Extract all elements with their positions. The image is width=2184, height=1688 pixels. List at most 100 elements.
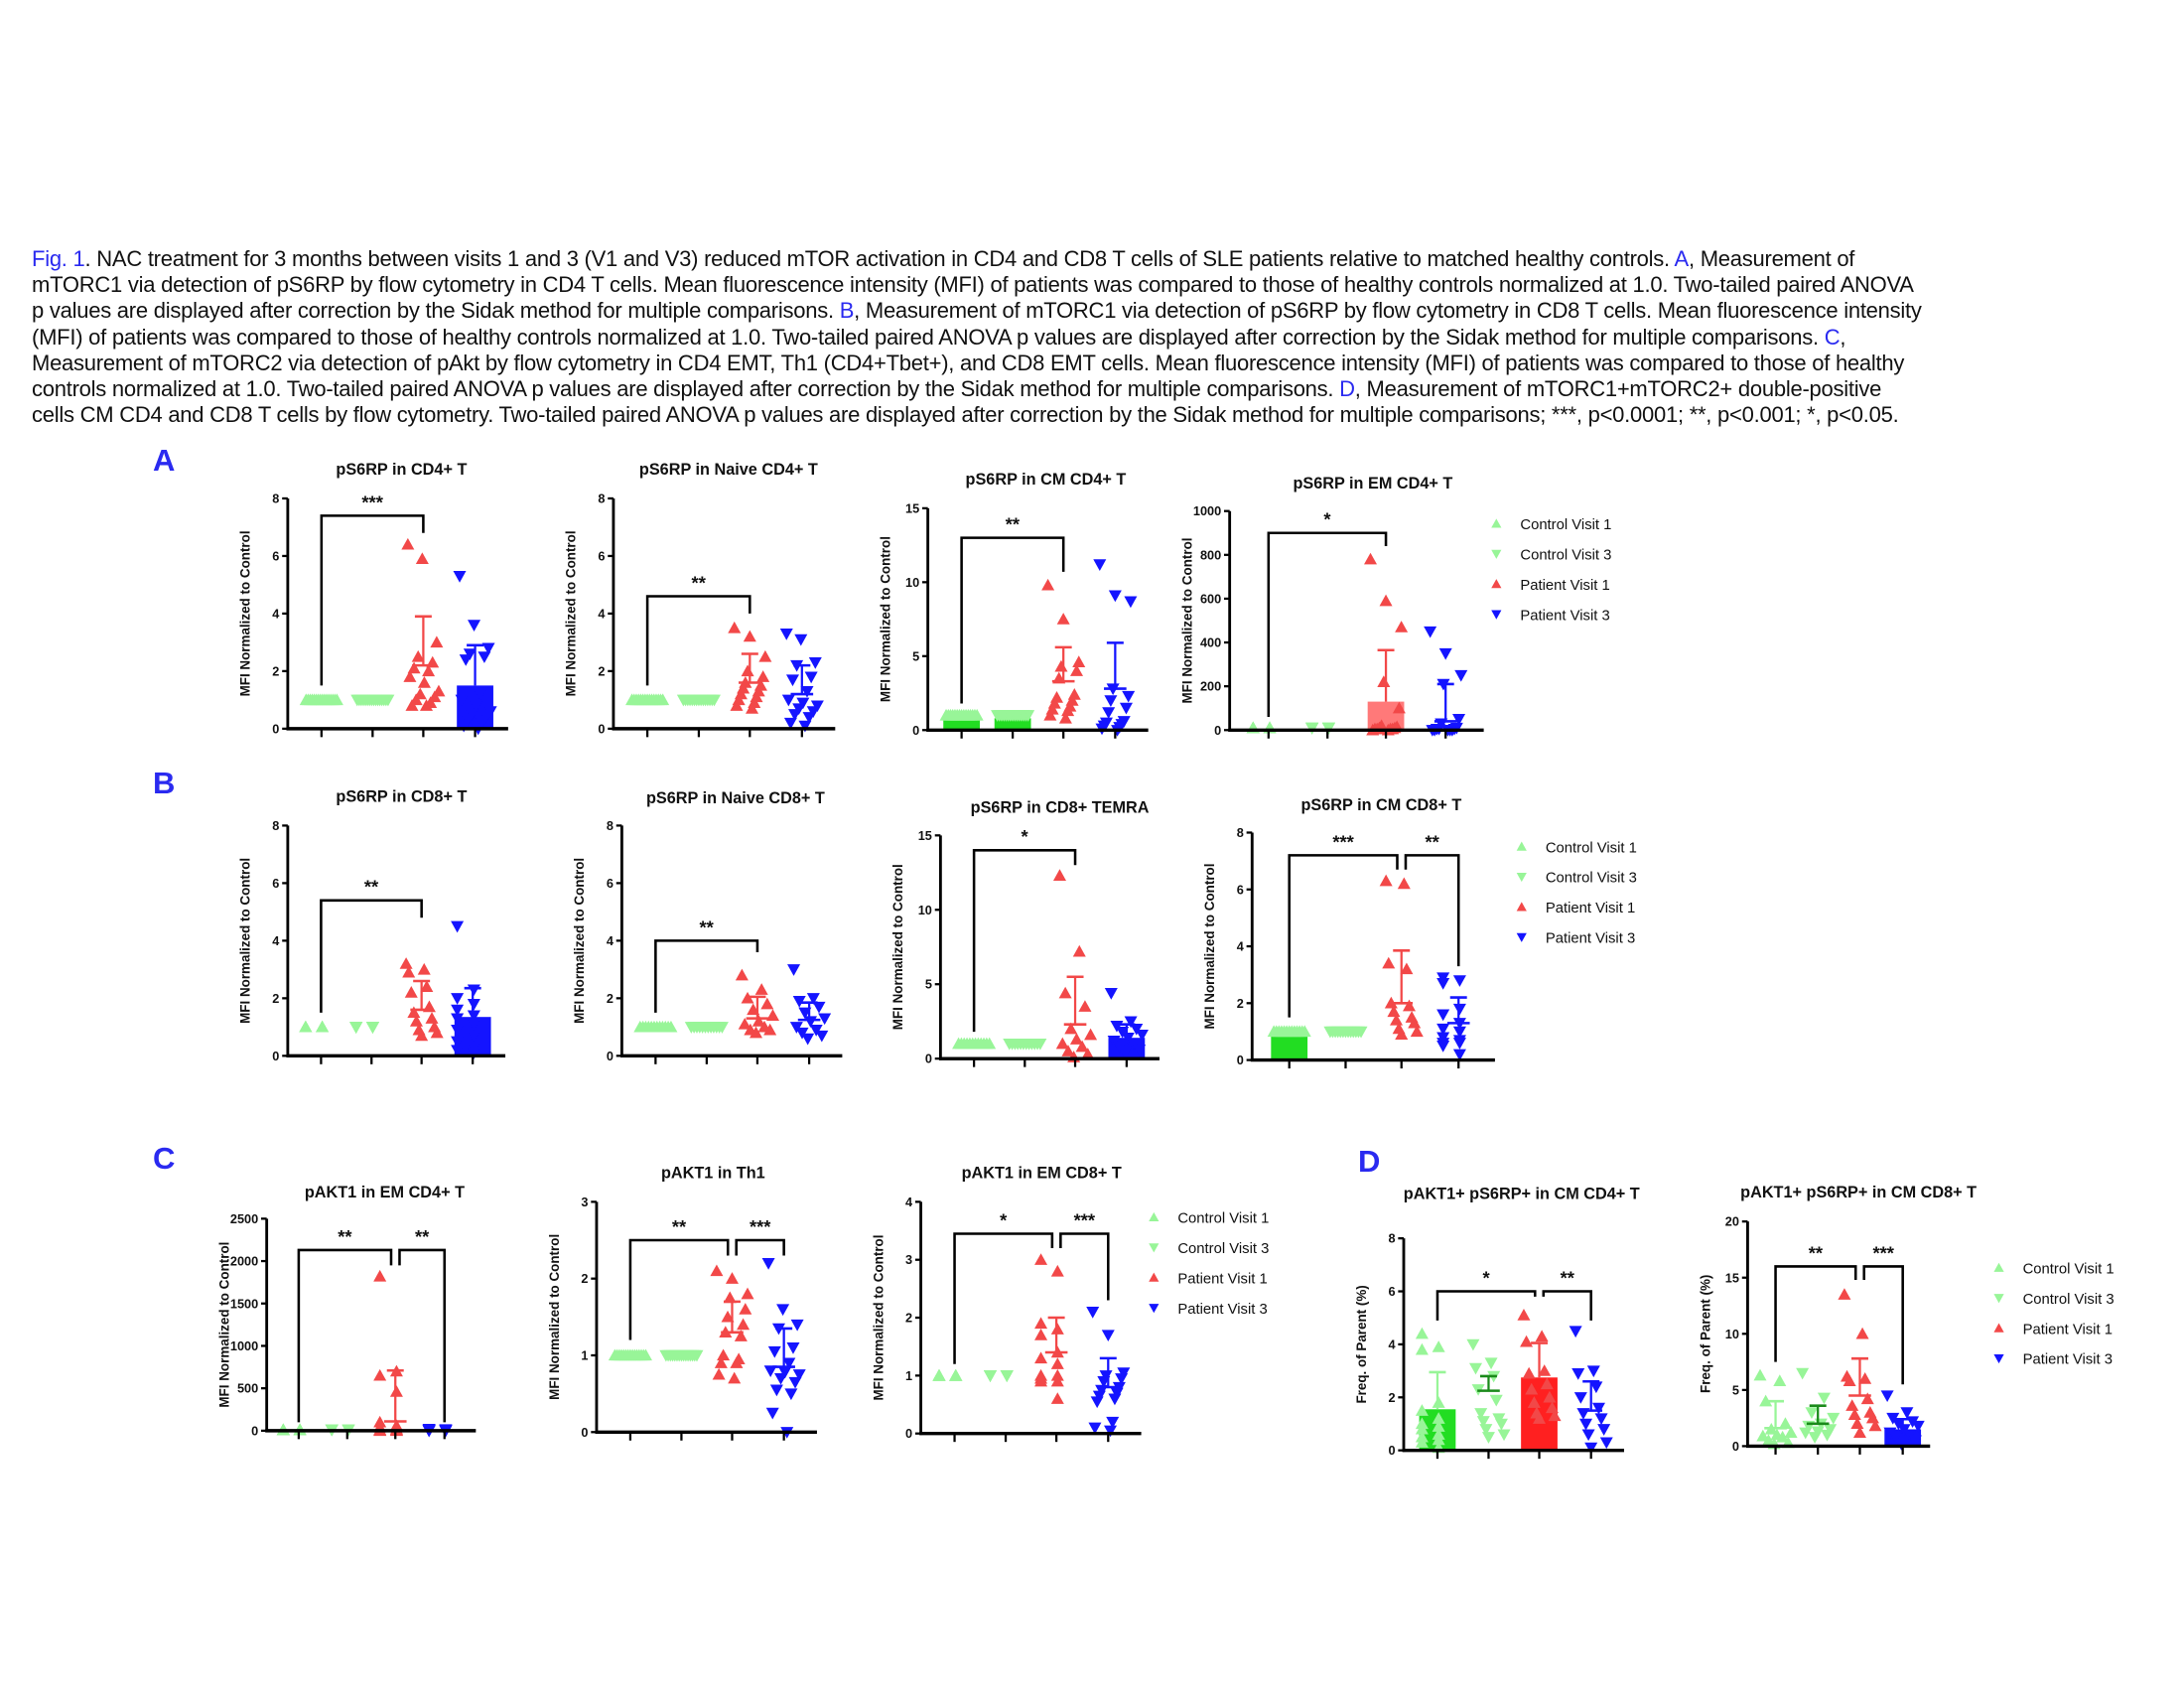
- caption-reference: B: [839, 298, 855, 324]
- y-axis-label: MFI Normalized to Control: [1202, 864, 1217, 1030]
- data-point: [1573, 1392, 1587, 1404]
- chart-title: pS6RP in EM CD4+ T: [1293, 475, 1452, 492]
- chart-6: pS6RP in Naive CD8+ T MFI Normalized to C…: [572, 789, 843, 1064]
- y-axis-label: MFI Normalized to Control: [572, 858, 587, 1024]
- data-point: [1469, 1362, 1483, 1375]
- significance-bracket: [1862, 1265, 1904, 1385]
- caption-text: ,: [1840, 324, 1846, 350]
- data-point: [980, 1037, 994, 1050]
- data-point: [468, 620, 481, 633]
- y-tick-label: 3: [905, 1252, 912, 1267]
- caption-reference: Fig. 1: [32, 246, 85, 271]
- data-point: [1058, 711, 1072, 724]
- data-point: [1827, 1412, 1841, 1425]
- legend-label: Control Visit 1: [1520, 517, 1611, 533]
- data-point: [1090, 1396, 1104, 1409]
- data-point: [1535, 1330, 1549, 1342]
- y-axis-label: MFI Normalized to Control: [1179, 537, 1194, 703]
- data-point: [1436, 1041, 1450, 1053]
- legend-marker-icon: [1149, 1304, 1160, 1314]
- y-tick-label: 2500: [230, 1211, 258, 1226]
- legend-marker-icon: [1993, 1294, 2004, 1304]
- data-point: [1104, 1425, 1118, 1438]
- data-point: [941, 708, 955, 721]
- data-point: [776, 1304, 790, 1317]
- y-tick-label: 10: [905, 575, 919, 590]
- significance-bracket: [398, 1248, 447, 1423]
- data-point: [763, 1023, 777, 1036]
- data-point: [1067, 688, 1081, 700]
- data-point: [754, 983, 768, 995]
- data-point: [1064, 1022, 1078, 1035]
- data-point: [1799, 1427, 1813, 1440]
- caption-line: Fig. 1. NAC treatment for 3 months betwe…: [32, 246, 2184, 272]
- data-point: [1054, 659, 1068, 672]
- chart-title: pS6RP in CD8+ T: [336, 787, 467, 805]
- legend-label: Control Visit 1: [1546, 840, 1637, 856]
- data-point: [647, 1020, 661, 1033]
- data-point: [1102, 707, 1116, 719]
- y-tick-label: 1: [581, 1348, 588, 1363]
- data-point: [1395, 621, 1409, 633]
- data-point: [349, 1022, 363, 1034]
- data-point: [694, 694, 708, 707]
- legend-marker-icon: [1149, 1211, 1160, 1222]
- data-point: [1454, 669, 1468, 682]
- data-point: [459, 654, 473, 666]
- data-point: [1581, 1429, 1595, 1442]
- data-point: [316, 1020, 330, 1033]
- y-tick-label: 0: [251, 1423, 258, 1438]
- data-point: [1354, 1026, 1368, 1039]
- chart-title: pAKT1+ pS6RP+ in CM CD4+ T: [1404, 1186, 1640, 1203]
- significance-bracket: [1267, 531, 1388, 718]
- data-point: [760, 997, 774, 1010]
- legend-marker-icon: [1491, 549, 1502, 559]
- data-point: [1043, 708, 1057, 721]
- data-point: [661, 1349, 675, 1362]
- data-point: [1860, 1392, 1874, 1405]
- data-point: [721, 1310, 735, 1323]
- data-point: [451, 993, 465, 1005]
- y-tick-label: 500: [237, 1381, 258, 1396]
- y-tick-label: 8: [272, 491, 279, 505]
- significance-bracket: [1404, 854, 1460, 967]
- data-point: [725, 1272, 739, 1284]
- data-point: [1122, 690, 1136, 703]
- data-point: [451, 1045, 465, 1057]
- caption-line: Measurement of mTORC2 via detection of p…: [32, 351, 2184, 376]
- data-point: [453, 571, 467, 583]
- significance-bracket: [645, 595, 751, 686]
- data-point: [787, 964, 801, 976]
- data-point: [481, 642, 495, 655]
- y-tick-label: 2: [607, 991, 614, 1006]
- significance-stars: *: [1022, 826, 1029, 847]
- significance-bracket: [735, 1238, 785, 1256]
- chart-12: pAKT1+ pS6RP+ in CM CD4+ T Freq. of Paren…: [1354, 1186, 1640, 1460]
- data-point: [417, 962, 431, 975]
- data-point: [1377, 675, 1391, 687]
- chart-4: pS6RP in EM CD4+ T MFI Normalized to Cont…: [1179, 475, 1611, 739]
- significance-bracket: [1435, 1290, 1537, 1321]
- data-point: [800, 685, 814, 698]
- y-axis-label: Freq. of Parent (%): [1354, 1285, 1369, 1403]
- data-point: [737, 1318, 751, 1331]
- data-point: [1808, 1432, 1822, 1444]
- significance-bracket: [320, 514, 425, 686]
- y-tick-label: 5: [925, 977, 932, 992]
- y-tick-label: 0: [1388, 1443, 1395, 1458]
- data-point: [781, 694, 795, 707]
- data-point: [1589, 1381, 1603, 1394]
- data-point: [763, 1365, 777, 1377]
- data-point: [966, 1037, 980, 1050]
- data-point: [1436, 1009, 1450, 1022]
- y-tick-label: 0: [1237, 1053, 1244, 1067]
- data-point: [735, 968, 749, 981]
- data-point: [1130, 1023, 1144, 1036]
- y-axis-label: MFI Normalized to Control: [878, 536, 892, 702]
- y-tick-label: 4: [272, 606, 279, 621]
- y-tick-label: 800: [1200, 547, 1221, 562]
- data-point: [401, 537, 415, 550]
- panel-label-d: D: [1358, 1144, 1381, 1179]
- data-point: [1050, 1357, 1064, 1369]
- data-point: [467, 1010, 480, 1023]
